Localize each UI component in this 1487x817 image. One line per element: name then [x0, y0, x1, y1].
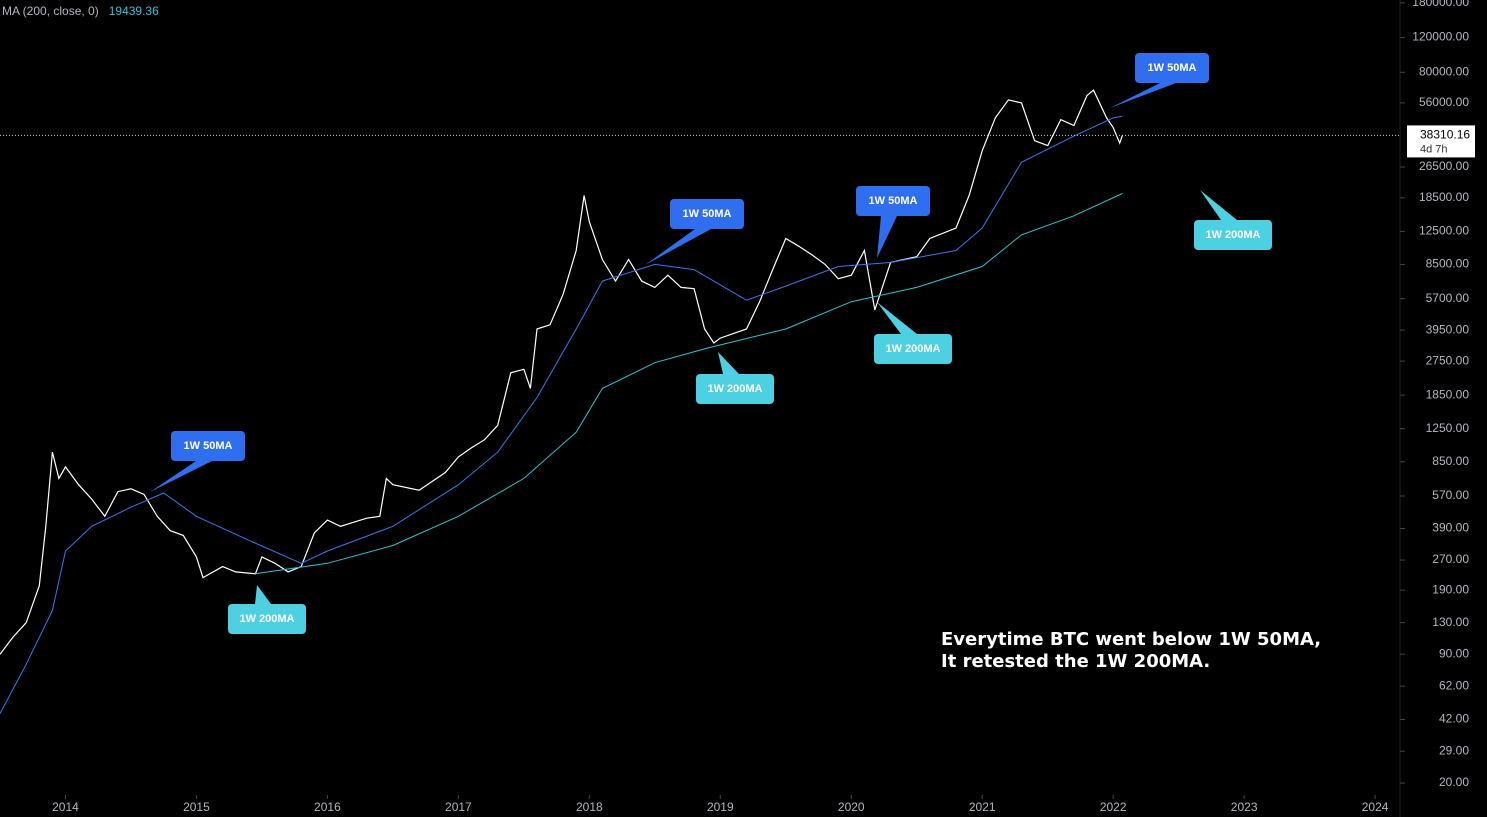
y-tick-label: 2750.00 [1426, 353, 1470, 367]
callout-box [874, 334, 952, 364]
y-tick-label: 20.00 [1439, 775, 1469, 789]
callout-pointer [877, 302, 917, 334]
y-tick-label: 62.00 [1439, 678, 1469, 692]
x-tick-label: 2022 [1100, 800, 1127, 814]
y-tick-label: 570.00 [1432, 488, 1469, 502]
note: Everytime BTC went below 1W 50MA, [941, 629, 1321, 650]
legend-value: 19439.36 [109, 4, 159, 18]
callout-label: 1W 200MA [1205, 229, 1260, 241]
callout-box [1194, 220, 1272, 250]
callout-box [696, 374, 774, 404]
callout-box [1135, 53, 1209, 83]
callout-pointer [255, 585, 271, 604]
x-tick-label: 2017 [445, 800, 472, 814]
y-tick-label: 26500.00 [1419, 159, 1469, 173]
callout-pointer [718, 352, 739, 374]
y-tick-label: 850.00 [1432, 454, 1469, 468]
x-tick-label: 2016 [314, 800, 341, 814]
callout-pointer [877, 216, 897, 258]
y-tick-label: 390.00 [1432, 521, 1469, 535]
callout-label: 1W 50MA [1148, 62, 1197, 74]
y-tick-label: 180000.00 [1412, 0, 1469, 9]
x-tick-label: 2024 [1362, 800, 1389, 814]
callout-label: 1W 50MA [683, 208, 732, 220]
x-tick-label: 2014 [52, 800, 79, 814]
y-tick-label: 18500.00 [1419, 190, 1469, 204]
legend-label: MA (200, close, 0) [2, 4, 99, 18]
y-tick-label: 5700.00 [1426, 291, 1470, 305]
callout-pointer [1200, 190, 1237, 220]
series-line [0, 115, 1123, 714]
x-tick-label: 2021 [969, 800, 996, 814]
y-tick-label: 120000.00 [1412, 30, 1469, 44]
x-tick-label: 2019 [707, 800, 734, 814]
callout-label: 1W 50MA [184, 440, 233, 452]
y-tick-label: 90.00 [1439, 646, 1469, 660]
series-line [255, 193, 1123, 575]
y-tick-label: 1250.00 [1426, 421, 1470, 435]
y-tick-label: 8500.00 [1426, 257, 1470, 271]
y-tick-label: 270.00 [1432, 552, 1469, 566]
y-tick-label: 29.00 [1439, 743, 1469, 757]
callout-box [856, 186, 930, 216]
callout-box [670, 199, 744, 229]
callout-label: 1W 50MA [869, 195, 918, 207]
y-tick-label: 1850.00 [1426, 387, 1470, 401]
y-tick-label: 12500.00 [1419, 224, 1469, 238]
price-label: 38310.16 [1420, 128, 1470, 142]
series-line [0, 89, 1123, 655]
callout-label: 1W 200MA [239, 613, 294, 625]
x-tick-label: 2023 [1231, 800, 1258, 814]
y-tick-label: 42.00 [1439, 712, 1469, 726]
y-tick-label: 190.00 [1432, 582, 1469, 596]
countdown: 4d 7h [1420, 143, 1448, 155]
callout-box [171, 431, 245, 461]
callout-label: 1W 200MA [707, 383, 762, 395]
x-tick-label: 2015 [183, 800, 210, 814]
y-tick-label: 130.00 [1432, 615, 1469, 629]
y-tick-label: 80000.00 [1419, 64, 1469, 78]
y-tick-label: 3950.00 [1426, 322, 1470, 336]
callout-pointer [150, 461, 212, 492]
x-tick-label: 2018 [576, 800, 603, 814]
y-tick-label: 56000.00 [1419, 95, 1469, 109]
callout-label: 1W 200MA [885, 343, 940, 355]
note: It retested the 1W 200MA. [941, 651, 1210, 672]
callout-pointer [1110, 83, 1176, 108]
callout-box [228, 604, 306, 634]
callout-pointer [645, 229, 711, 265]
x-tick-label: 2020 [838, 800, 865, 814]
price-box [1407, 125, 1475, 158]
